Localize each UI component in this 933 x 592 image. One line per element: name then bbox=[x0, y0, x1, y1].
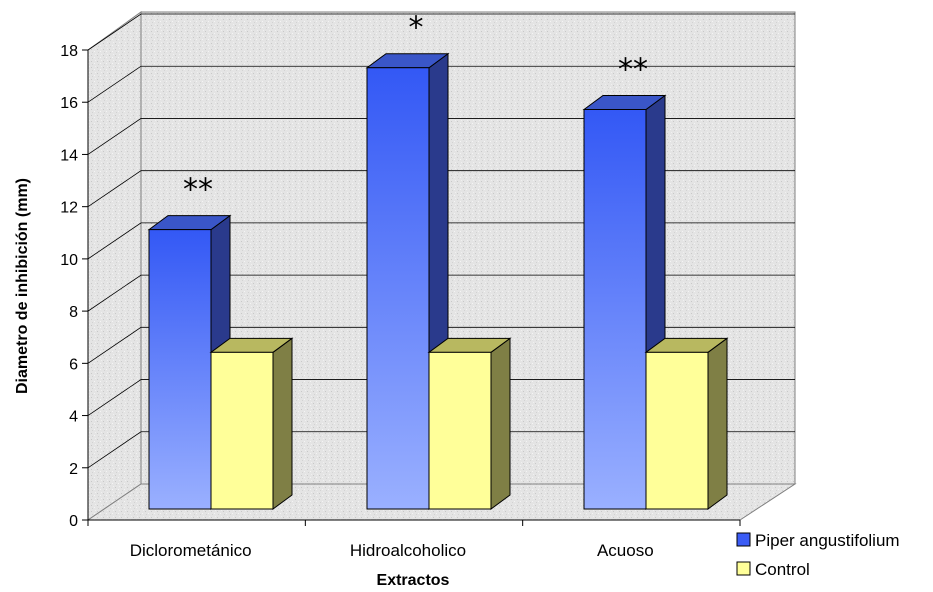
y-tick-label: 0 bbox=[69, 513, 78, 530]
gridline bbox=[87, 13, 795, 51]
legend-swatch bbox=[736, 532, 751, 547]
bar bbox=[427, 337, 512, 510]
y-tick-label: 12 bbox=[60, 200, 78, 217]
bar-side bbox=[490, 337, 511, 510]
y-axis-title: Diametro de inhibición (mm) bbox=[14, 178, 31, 394]
y-tick-label: 18 bbox=[60, 43, 78, 60]
legend-label: Piper angustifolium bbox=[755, 531, 900, 550]
side-wall bbox=[87, 11, 142, 521]
x-tick-label: Diclorometánico bbox=[130, 541, 252, 560]
y-tick-label: 2 bbox=[69, 461, 78, 478]
legend-swatch bbox=[736, 561, 751, 576]
y-tick-label: 16 bbox=[60, 95, 78, 112]
gridline bbox=[87, 222, 795, 260]
x-axis-title: Extractos bbox=[377, 572, 450, 589]
gridline bbox=[87, 170, 795, 207]
bar-front bbox=[210, 351, 274, 510]
gridline bbox=[87, 379, 795, 416]
gridline bbox=[87, 118, 795, 155]
bars bbox=[147, 52, 729, 510]
bar-front bbox=[148, 229, 212, 510]
legend: Piper angustifolium Control bbox=[736, 531, 900, 579]
y-tick-label: 4 bbox=[69, 409, 78, 426]
y-tick-label: 10 bbox=[60, 252, 78, 269]
significance-label: ** bbox=[183, 173, 213, 208]
x-axis: Diclorometánico Hidroalcoholico Acuoso bbox=[87, 519, 741, 560]
legend-label: Control bbox=[755, 560, 810, 579]
gridline bbox=[87, 431, 795, 469]
y-axis: 0 2 4 6 8 10 12 14 16 18 bbox=[60, 43, 89, 530]
bar bbox=[209, 337, 294, 510]
gridline bbox=[87, 326, 795, 364]
y-tick-label: 6 bbox=[69, 356, 78, 373]
bar-front bbox=[583, 109, 647, 510]
bar-front bbox=[645, 351, 709, 510]
x-tick-label: Acuoso bbox=[597, 541, 654, 560]
significance-label: * bbox=[409, 11, 424, 46]
bar-side bbox=[272, 337, 293, 510]
significance-label: ** bbox=[618, 53, 648, 88]
bar-side bbox=[707, 337, 728, 510]
gridline bbox=[87, 65, 795, 103]
bar-front bbox=[428, 351, 492, 510]
bar-front bbox=[366, 67, 430, 510]
bar bbox=[644, 337, 729, 510]
y-tick-label: 14 bbox=[60, 147, 78, 164]
gridline bbox=[87, 274, 795, 312]
gridlines bbox=[87, 13, 795, 469]
significance-annotations: ***** bbox=[183, 11, 648, 208]
y-tick-label: 8 bbox=[69, 304, 78, 321]
x-tick-label: Hidroalcoholico bbox=[350, 541, 466, 560]
